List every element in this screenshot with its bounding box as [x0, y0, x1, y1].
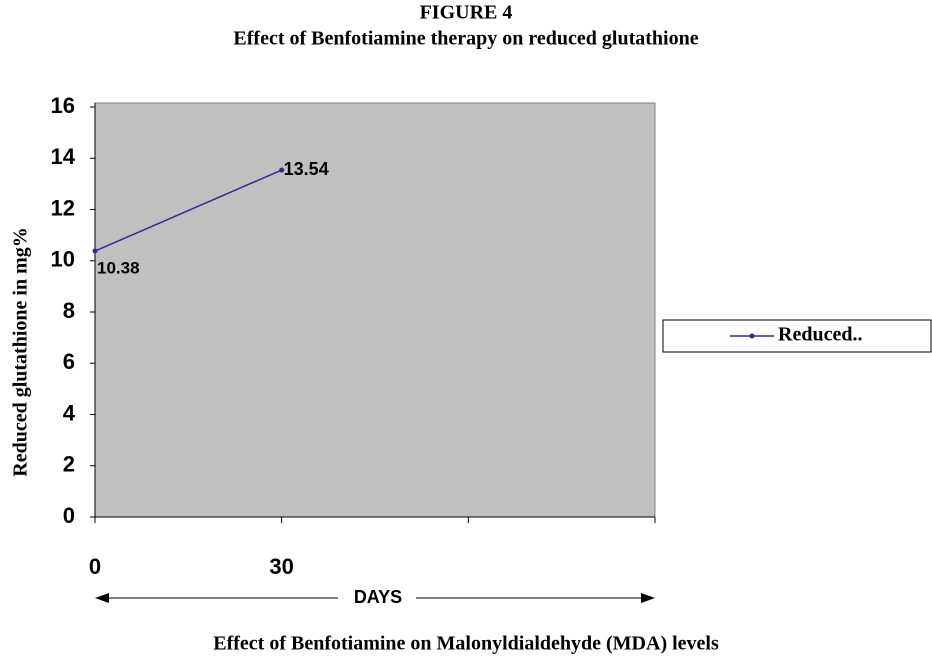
legend-label: Reduced..: [778, 324, 862, 346]
y-tick-label: 10: [51, 247, 75, 272]
arrow-head-right: [641, 593, 655, 603]
y-tick-label: 6: [63, 349, 75, 374]
arrow-head-left: [95, 593, 109, 603]
data-point: [279, 167, 285, 173]
chart-subtitle: Effect of Benfotiamine therapy on reduce…: [233, 28, 698, 50]
y-tick-label: 12: [51, 195, 75, 220]
y-tick-label: 16: [51, 93, 75, 118]
data-label: 13.54: [284, 159, 329, 179]
plot-area: [94, 102, 656, 518]
y-tick-label: 14: [51, 144, 76, 169]
data-label: 10.38: [97, 258, 140, 277]
x-axis-label: DAYS: [354, 587, 402, 607]
y-tick-label: 8: [63, 298, 75, 323]
y-tick-label: 4: [63, 400, 76, 425]
data-point: [92, 248, 98, 254]
legend-box: [662, 319, 932, 353]
y-tick-label: 0: [63, 503, 75, 528]
chart-title: FIGURE 4: [420, 2, 513, 24]
x-tick-label: 0: [89, 554, 101, 579]
x-label-bg: [338, 588, 416, 608]
line-series: [94, 169, 282, 252]
y-tick-label: 2: [63, 452, 75, 477]
x-tick-label: 30: [269, 554, 293, 579]
legend-marker: [749, 333, 755, 339]
caption: Effect of Benfotiamine on Malonyldialdeh…: [213, 633, 719, 655]
y-axis-label: Reduced glutathione in mg%: [10, 227, 32, 476]
